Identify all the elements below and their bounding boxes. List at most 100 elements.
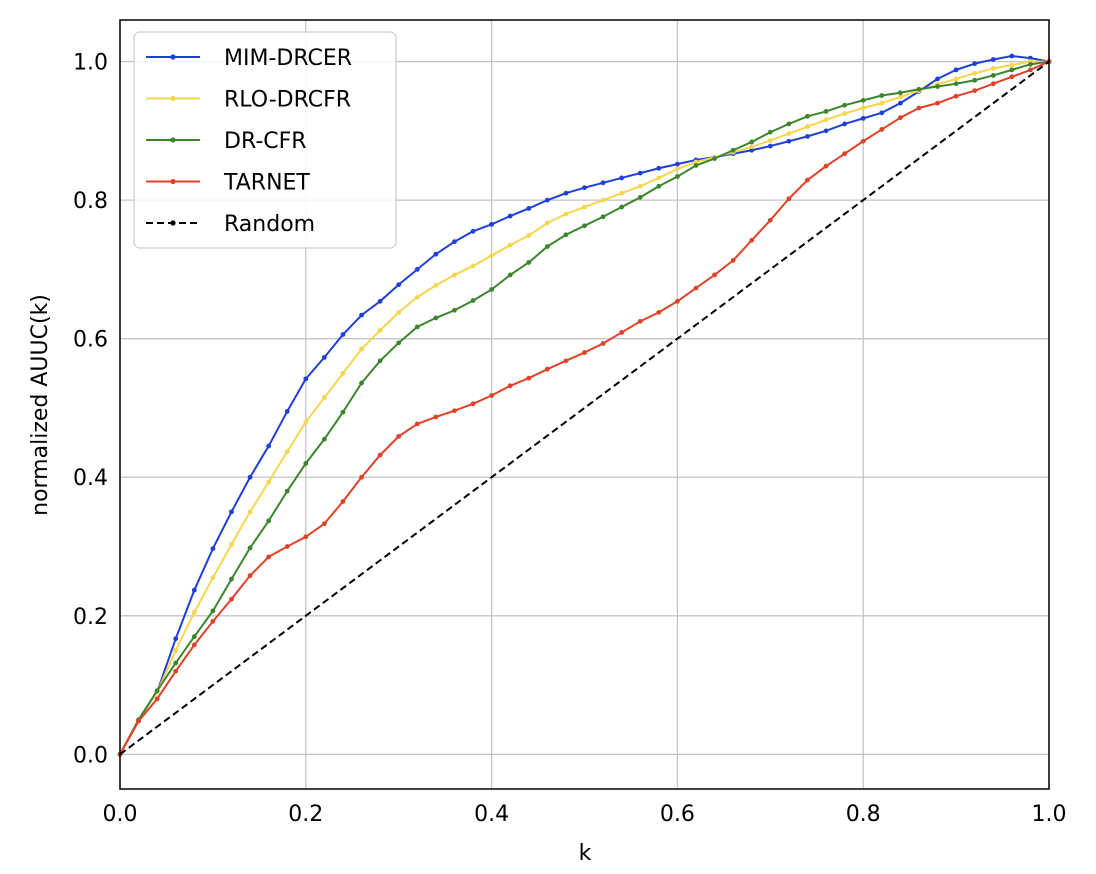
data-point — [489, 221, 494, 227]
x-tick-label: 1.0 — [1032, 802, 1067, 827]
data-point — [247, 509, 253, 515]
data-point — [582, 185, 587, 191]
data-point — [675, 161, 680, 167]
series-line-random — [119, 60, 1050, 756]
data-point — [990, 66, 996, 71]
data-point — [173, 636, 179, 642]
data-point — [284, 488, 290, 494]
data-point — [526, 260, 532, 265]
y-axis-label: normalized AUUC(k) — [28, 294, 53, 516]
x-tick-label: 0.6 — [660, 802, 695, 827]
data-point — [526, 233, 532, 238]
data-point — [321, 521, 327, 527]
data-point — [805, 177, 810, 183]
data-point — [879, 127, 885, 132]
x-tick-label: 0.2 — [288, 802, 323, 827]
legend-label: Random — [224, 212, 315, 237]
data-point — [656, 309, 662, 315]
data-point — [173, 668, 179, 674]
data-point — [284, 449, 290, 455]
data-point — [805, 133, 810, 139]
data-point — [953, 76, 959, 82]
data-point — [786, 138, 792, 144]
data-point — [935, 100, 940, 106]
data-point — [173, 648, 179, 653]
data-point — [600, 197, 606, 203]
data-point — [842, 111, 848, 116]
data-point — [935, 84, 940, 89]
data-point — [470, 263, 476, 269]
legend-marker — [170, 54, 176, 60]
data-point — [452, 239, 457, 245]
data-point — [805, 124, 810, 130]
data-point — [637, 194, 643, 200]
x-tick-label: 0.8 — [846, 802, 881, 827]
data-point — [805, 113, 810, 119]
data-point — [340, 409, 346, 415]
data-point — [229, 542, 234, 547]
series-tarnet — [117, 59, 1052, 757]
data-point — [507, 242, 513, 248]
data-point — [396, 433, 402, 439]
data-point — [526, 206, 532, 211]
data-point — [210, 618, 216, 624]
data-point — [377, 327, 383, 333]
series-dr-cfr — [117, 59, 1052, 757]
legend: MIM-DRCER RLO-DRCFR DR-CFR TARNET Random — [133, 31, 397, 249]
data-point — [414, 421, 420, 427]
data-point — [860, 138, 866, 144]
data-point — [396, 340, 402, 346]
data-point — [229, 596, 234, 602]
y-tick-label: 0.2 — [73, 605, 108, 630]
data-point — [489, 393, 494, 398]
data-point — [767, 217, 773, 223]
data-point — [749, 147, 755, 153]
data-point — [1009, 67, 1015, 73]
legend-marker — [170, 95, 176, 102]
x-tick-label: 0.4 — [474, 802, 509, 827]
data-point — [935, 76, 940, 82]
data-point — [303, 534, 309, 540]
data-point — [210, 546, 216, 552]
data-point — [749, 237, 755, 243]
data-point — [600, 180, 606, 186]
grid-lines — [119, 20, 1050, 789]
data-point — [712, 156, 717, 161]
data-point — [266, 479, 272, 485]
data-point — [860, 97, 866, 103]
legend-item-tarnet: TARNET — [146, 171, 310, 196]
legend-label: DR-CFR — [224, 129, 307, 154]
data-point — [972, 70, 978, 76]
data-point — [563, 232, 569, 238]
data-point — [879, 93, 885, 98]
data-point — [693, 285, 699, 291]
data-point — [749, 144, 755, 150]
data-point — [619, 175, 625, 181]
data-point — [619, 190, 625, 196]
data-point — [730, 147, 736, 153]
x-axis-label: k — [579, 841, 592, 866]
legend-marker — [170, 137, 176, 143]
data-point — [321, 436, 327, 442]
data-point — [897, 115, 903, 121]
data-point — [544, 366, 550, 372]
data-point — [582, 223, 587, 229]
data-point — [786, 196, 792, 202]
data-point — [247, 474, 253, 480]
data-point — [990, 57, 996, 62]
data-point — [191, 634, 197, 639]
data-point — [860, 115, 866, 121]
series-lines — [117, 53, 1052, 757]
data-point — [544, 244, 550, 249]
data-point — [563, 211, 569, 217]
data-point — [879, 110, 885, 116]
data-point — [693, 159, 699, 165]
axis-ticks: 0.0 0.2 0.4 0.6 0.8 1.0 0.0 0.2 0.4 0.6 0.8 1.0 — [73, 51, 1067, 827]
data-point — [359, 474, 364, 480]
data-point — [507, 213, 513, 219]
data-point — [786, 131, 792, 137]
data-point — [321, 395, 327, 400]
data-point — [526, 375, 532, 381]
y-tick-label: 0.4 — [73, 466, 108, 491]
data-point — [191, 587, 197, 593]
